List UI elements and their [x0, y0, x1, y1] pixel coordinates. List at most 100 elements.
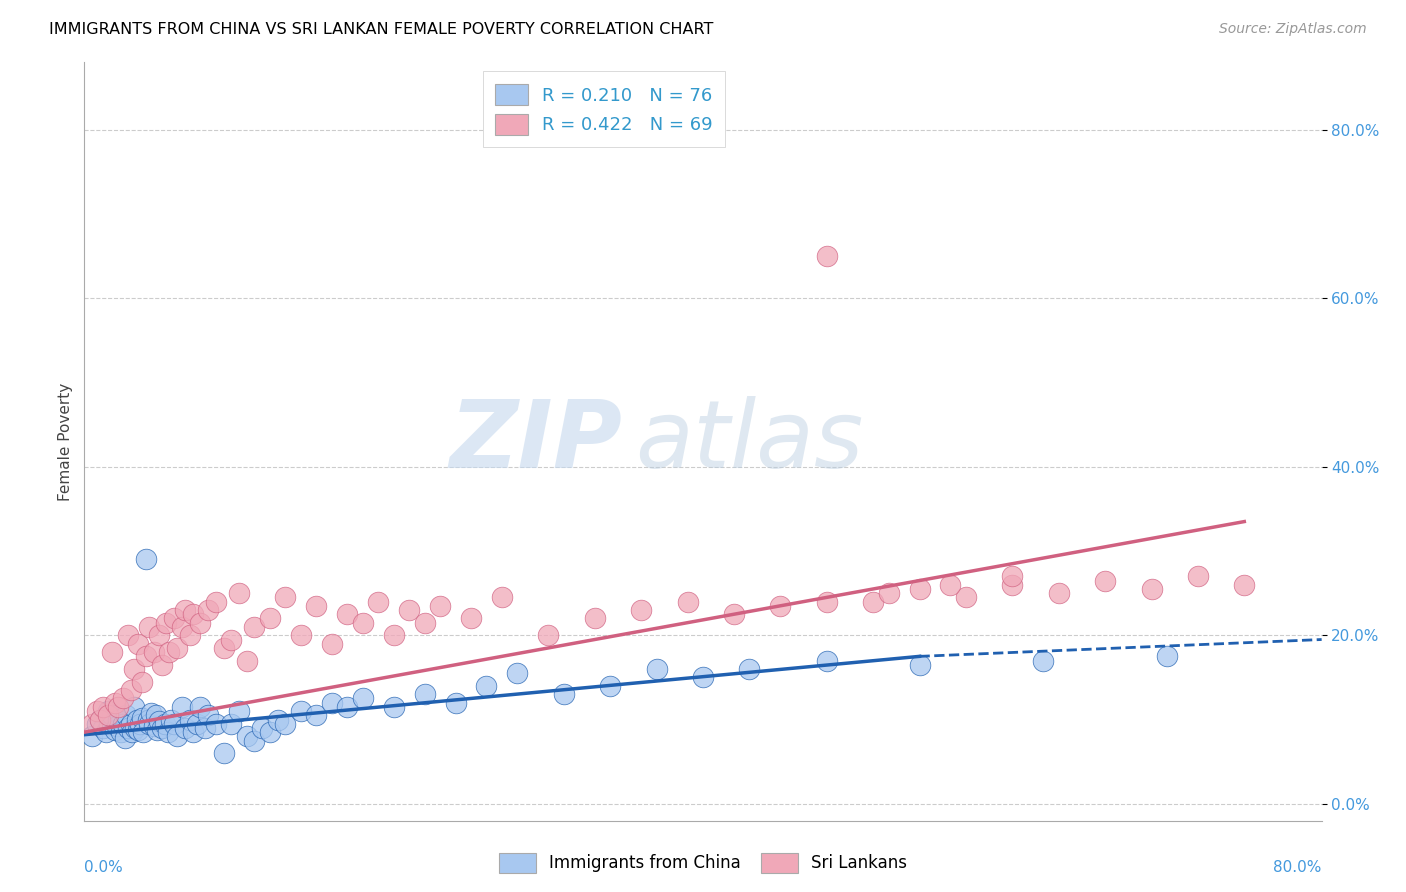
Point	[1001, 578, 1024, 592]
Point	[1032, 654, 1054, 668]
Point	[166, 640, 188, 655]
Point	[243, 733, 266, 747]
Point	[243, 620, 266, 634]
Point	[219, 632, 242, 647]
Point	[89, 713, 111, 727]
Point	[197, 708, 219, 723]
Point	[163, 716, 186, 731]
Point	[235, 654, 259, 668]
Point	[112, 716, 135, 731]
Point	[382, 628, 405, 642]
Point	[122, 699, 145, 714]
Point	[160, 713, 183, 727]
Text: IMMIGRANTS FROM CHINA VS SRI LANKAN FEMALE POVERTY CORRELATION CHART: IMMIGRANTS FROM CHINA VS SRI LANKAN FEMA…	[49, 22, 714, 37]
Point	[86, 716, 108, 731]
Point	[630, 603, 652, 617]
Point	[181, 607, 204, 622]
Point	[145, 708, 167, 723]
Point	[127, 637, 149, 651]
Point	[367, 594, 389, 608]
Point	[125, 713, 148, 727]
Point	[723, 607, 745, 622]
Point	[121, 725, 143, 739]
Point	[429, 599, 451, 613]
Point	[228, 704, 250, 718]
Point	[155, 615, 177, 630]
Point	[104, 696, 127, 710]
Point	[132, 725, 155, 739]
Point	[259, 725, 281, 739]
Point	[908, 657, 931, 672]
Point	[96, 708, 118, 723]
Point	[112, 691, 135, 706]
Point	[1156, 649, 1178, 664]
Point	[136, 713, 159, 727]
Point	[235, 730, 259, 744]
Point	[692, 670, 714, 684]
Point	[135, 649, 157, 664]
Point	[336, 607, 359, 622]
Point	[1094, 574, 1116, 588]
Point	[219, 716, 242, 731]
Point	[599, 679, 621, 693]
Point	[955, 591, 977, 605]
Point	[336, 699, 359, 714]
Point	[117, 721, 139, 735]
Point	[475, 679, 498, 693]
Point	[537, 628, 560, 642]
Point	[444, 696, 467, 710]
Text: 80.0%: 80.0%	[1274, 860, 1322, 874]
Point	[398, 603, 420, 617]
Point	[124, 721, 146, 735]
Point	[352, 615, 374, 630]
Point	[115, 708, 138, 723]
Point	[170, 699, 193, 714]
Point	[146, 723, 169, 737]
Point	[129, 716, 152, 731]
Point	[413, 615, 436, 630]
Point	[815, 249, 838, 263]
Point	[143, 645, 166, 659]
Y-axis label: Female Poverty: Female Poverty	[58, 383, 73, 500]
Point	[138, 620, 160, 634]
Point	[1001, 569, 1024, 583]
Point	[131, 674, 153, 689]
Point	[553, 687, 575, 701]
Point	[815, 594, 838, 608]
Point	[91, 699, 114, 714]
Point	[179, 628, 201, 642]
Point	[274, 591, 297, 605]
Point	[815, 654, 838, 668]
Point	[82, 716, 104, 731]
Point	[274, 716, 297, 731]
Point	[205, 594, 228, 608]
Point	[91, 721, 114, 735]
Point	[139, 706, 162, 720]
Point	[135, 552, 157, 566]
Point	[267, 713, 290, 727]
Point	[460, 611, 482, 625]
Point	[305, 599, 328, 613]
Point	[163, 611, 186, 625]
Legend: R = 0.210   N = 76, R = 0.422   N = 69: R = 0.210 N = 76, R = 0.422 N = 69	[482, 71, 725, 147]
Point	[290, 704, 312, 718]
Point	[107, 699, 129, 714]
Point	[188, 615, 211, 630]
Point	[98, 716, 121, 731]
Point	[413, 687, 436, 701]
Point	[104, 723, 127, 737]
Point	[738, 662, 761, 676]
Point	[259, 611, 281, 625]
Point	[212, 640, 235, 655]
Point	[352, 691, 374, 706]
Point	[156, 725, 179, 739]
Point	[939, 578, 962, 592]
Point	[877, 586, 900, 600]
Point	[321, 696, 343, 710]
Point	[150, 721, 173, 735]
Point	[908, 582, 931, 596]
Point	[212, 746, 235, 760]
Point	[290, 628, 312, 642]
Point	[205, 716, 228, 731]
Point	[127, 723, 149, 737]
